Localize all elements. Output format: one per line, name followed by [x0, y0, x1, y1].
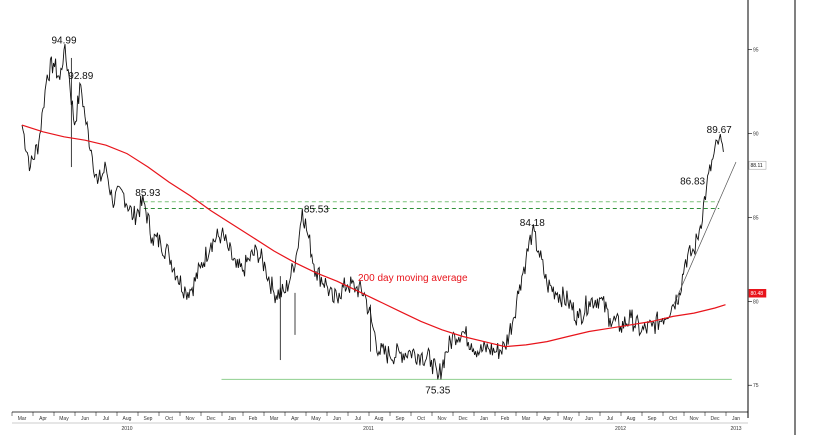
annotation-label: 92.89 — [68, 71, 93, 82]
x-tick-label: May — [311, 416, 321, 422]
x-tick-label: Dec — [207, 416, 216, 422]
x-tick-label: Feb — [249, 416, 258, 422]
year-label: 2012 — [615, 426, 626, 432]
moving-average-line — [21, 124, 726, 348]
x-tick-label: Jan — [732, 416, 740, 422]
x-tick-label: Mar — [18, 416, 27, 422]
x-tick-label: Nov — [690, 416, 699, 422]
y-tick-label: 80 — [753, 299, 759, 305]
x-tick-label: Mar — [270, 416, 279, 422]
annotation-label: 75.35 — [425, 385, 450, 396]
x-tick-label: May — [563, 416, 573, 422]
x-tick-label: Oct — [417, 416, 425, 422]
x-tick-label: Sep — [396, 416, 405, 422]
x-tick-label: Apr — [543, 416, 551, 422]
x-tick-label: Aug — [123, 416, 132, 422]
x-tick-label: May — [59, 416, 69, 422]
x-tick-label: Jul — [355, 416, 361, 422]
x-tick-label: Nov — [186, 416, 195, 422]
x-tick-label: Nov — [438, 416, 447, 422]
annotation-label: 200 day moving average — [358, 273, 468, 284]
x-tick-label: Jan — [228, 416, 236, 422]
year-label: 2011 — [363, 426, 374, 432]
price-series-line — [21, 44, 724, 380]
x-tick-label: Aug — [375, 416, 384, 422]
y-tick-label: 95 — [753, 48, 759, 54]
last-value-label: 80.48 — [751, 291, 764, 297]
annotation-label: 85.53 — [304, 204, 329, 215]
y-tick-label: 75 — [753, 383, 759, 389]
x-tick-label: Sep — [144, 416, 153, 422]
annotation-label: 85.93 — [135, 188, 160, 199]
x-tick-label: Sep — [648, 416, 657, 422]
x-tick-label: Jan — [480, 416, 488, 422]
annotation-label: 84.18 — [520, 218, 545, 229]
x-tick-label: Oct — [669, 416, 677, 422]
x-tick-label: Apr — [39, 416, 47, 422]
x-tick-label: Jul — [103, 416, 109, 422]
annotation-label: 89.67 — [707, 125, 732, 136]
x-tick-label: Feb — [501, 416, 510, 422]
last-value-label: 88.11 — [751, 163, 763, 169]
last-value-box — [748, 288, 767, 298]
x-tick-label: Apr — [291, 416, 299, 422]
annotation-label: 94.99 — [51, 36, 76, 47]
x-tick-label: Aug — [627, 416, 636, 422]
x-tick-label: Jun — [585, 416, 593, 422]
trend-line — [672, 161, 737, 307]
x-tick-label: Oct — [165, 416, 173, 422]
x-tick-label: Jun — [333, 416, 341, 422]
x-tick-label: Dec — [459, 416, 468, 422]
x-tick-label: Dec — [711, 416, 720, 422]
last-value-box — [748, 160, 767, 170]
annotation-label: 86.83 — [680, 177, 705, 188]
x-tick-label: Jun — [81, 416, 89, 422]
y-tick-label: 90 — [753, 131, 759, 137]
year-label: 2010 — [121, 426, 132, 432]
year-label: 2013 — [730, 426, 741, 432]
x-tick-label: Mar — [522, 416, 531, 422]
plot-area: 95 90 85 80 75 Mar Apr May Jun Jul Aug Sep Oct Nov Dec… — [11, 36, 767, 432]
x-tick-label: Jul — [607, 416, 613, 422]
y-tick-label: 85 — [753, 215, 759, 221]
